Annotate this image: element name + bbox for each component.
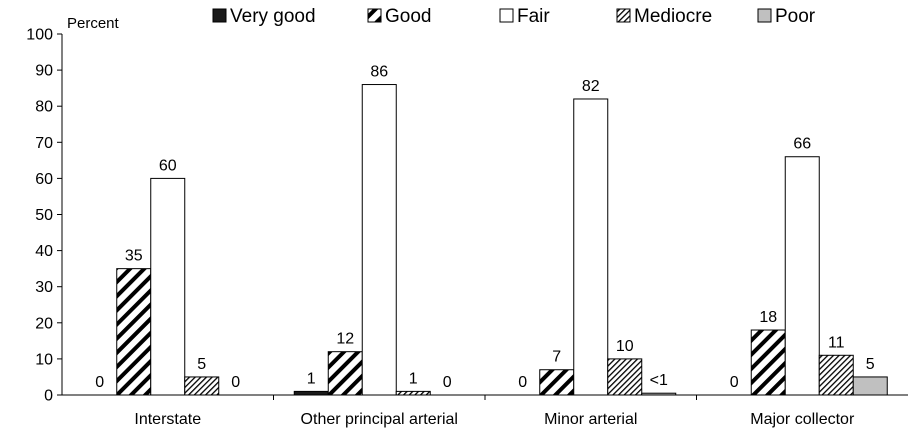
data-label: 0 [730,374,739,391]
data-label: 5 [866,356,875,373]
data-label: 0 [443,374,452,391]
bar [607,358,643,396]
legend-swatch [616,8,631,23]
bars [116,84,888,396]
bar [852,376,888,396]
bar [293,390,329,396]
y-tick-label: 20 [35,315,53,332]
bar [184,376,220,396]
bar [750,329,786,396]
data-label: 35 [125,248,143,265]
bar [395,390,431,396]
data-label: 5 [197,356,206,373]
y-axis-label: Percent [67,15,120,32]
bar [784,156,820,396]
legend-swatch [367,8,382,23]
data-label: 0 [95,374,104,391]
y-tick-label: 50 [35,207,53,224]
y-tick-label: 90 [35,63,53,80]
data-label: 18 [759,309,777,326]
bar [361,84,397,396]
legend: Very good Good Fair Mediocre Poor [212,6,816,27]
legend-swatch [757,8,772,23]
bar [818,354,854,396]
data-label: 86 [370,64,388,81]
legend-label: Very good [230,6,316,27]
category-label: Interstate [134,411,201,428]
bar [116,268,152,396]
legend-label: Good [385,6,431,27]
legend-label: Fair [517,6,550,27]
data-label: 12 [336,331,354,348]
y-tick-label: 100 [26,27,53,44]
y-tick-label: 10 [35,351,53,368]
y-tick-label: 30 [35,279,53,296]
legend-label: Poor [775,6,816,27]
y-tick-label: 60 [35,171,53,188]
data-label: 1 [409,370,418,387]
data-label: 11 [828,334,845,351]
y-tick-label: 80 [35,99,53,116]
legend-swatch [212,8,227,23]
data-label: 60 [159,157,177,174]
category-label: Major collector [750,411,855,428]
data-label: 7 [552,349,561,366]
category-label: Minor arterial [544,411,637,428]
data-label: 1 [307,370,316,387]
data-label: 66 [793,136,811,153]
legend-swatch [499,8,514,23]
legend-label: Mediocre [634,6,712,27]
y-tick-label: 40 [35,243,53,260]
bar [150,177,186,396]
bar [573,98,609,396]
data-label: 82 [582,78,600,95]
y-tick-label: 70 [35,135,53,152]
category-label: Other principal arterial [301,411,458,428]
bar [327,351,363,396]
bar [539,369,575,396]
bar [641,392,677,396]
y-tick-label: 0 [44,388,53,405]
data-label: 10 [616,338,634,355]
data-label: 0 [518,374,527,391]
data-label: 0 [231,374,240,391]
data-label: <1 [650,372,668,389]
